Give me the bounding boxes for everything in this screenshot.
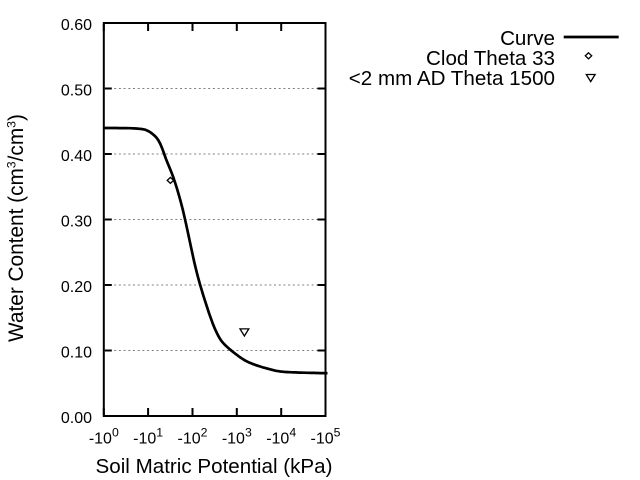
svg-text:0.50: 0.50 [61, 83, 92, 100]
svg-text:0.20: 0.20 [61, 279, 92, 296]
svg-text:-102: -102 [178, 426, 208, 448]
svg-text:-103: -103 [222, 426, 252, 448]
svg-text:0.40: 0.40 [61, 148, 92, 165]
svg-text:-104: -104 [266, 426, 296, 448]
svg-text:0.10: 0.10 [61, 345, 92, 362]
svg-text:0.00: 0.00 [61, 410, 92, 427]
svg-text:-100: -100 [89, 426, 119, 448]
svg-text:Curve: Curve [500, 27, 555, 50]
svg-text:Water Content (cm3/cm3): Water Content (cm3/cm3) [5, 114, 29, 342]
svg-text:Soil Matric Potential (kPa): Soil Matric Potential (kPa) [96, 455, 333, 478]
svg-text:0.60: 0.60 [61, 17, 92, 34]
svg-text:Clod Theta 33: Clod Theta 33 [426, 47, 555, 70]
svg-text:<2 mm AD Theta 1500: <2 mm AD Theta 1500 [349, 67, 555, 90]
svg-text:-101: -101 [133, 426, 163, 448]
svg-text:0.30: 0.30 [61, 214, 92, 231]
svg-text:-105: -105 [311, 426, 341, 448]
